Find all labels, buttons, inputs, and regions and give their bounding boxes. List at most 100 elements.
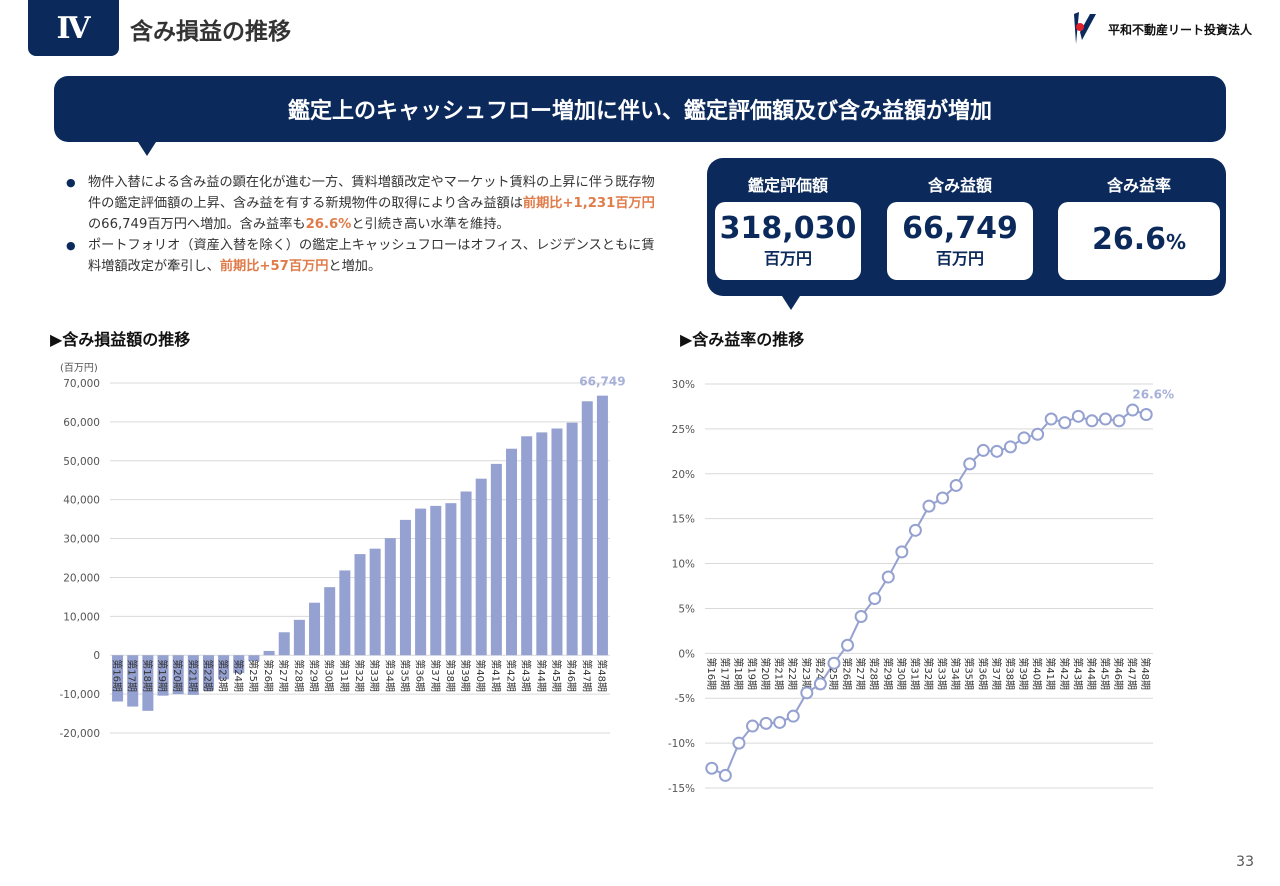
x-tick-label: 第17期 xyxy=(718,657,731,690)
y-tick-label: 10,000 xyxy=(63,611,100,623)
y-tick-label: 60,000 xyxy=(63,417,100,429)
bar xyxy=(521,436,533,656)
x-tick-label: 第24期 xyxy=(232,659,245,692)
x-tick-label: 第45期 xyxy=(1098,657,1111,690)
x-tick-label: 第31期 xyxy=(338,659,351,692)
data-point xyxy=(854,610,868,624)
bar xyxy=(596,395,608,656)
x-tick-label: 第42期 xyxy=(1058,657,1071,690)
y-tick-label: 15% xyxy=(672,514,695,526)
y-tick-label: 5% xyxy=(678,603,695,615)
x-tick-label: 第20期 xyxy=(171,659,184,692)
data-point xyxy=(746,719,760,733)
highlight-text: 26.6% xyxy=(305,217,352,232)
y-tick-label: 0% xyxy=(678,648,695,660)
x-tick-label: 第33期 xyxy=(368,659,381,692)
x-tick-label: 第43期 xyxy=(1071,657,1084,690)
x-tick-label: 第41期 xyxy=(489,659,502,692)
bar xyxy=(263,650,275,656)
data-point xyxy=(868,592,882,606)
kpi-unrealized-gain: 含み益額 66,749 百万円 xyxy=(887,172,1033,280)
x-tick-label: 第46期 xyxy=(1112,657,1125,690)
kpi-unit: % xyxy=(1165,230,1187,254)
x-tick-label: 第16期 xyxy=(111,659,124,692)
x-tick-label: 第23期 xyxy=(217,659,230,692)
data-point xyxy=(1126,403,1140,417)
y-tick-label: 70,000 xyxy=(63,378,100,390)
kpi-unit: 百万円 xyxy=(935,249,984,268)
x-tick-label: 第17期 xyxy=(126,659,139,692)
x-tick-label: 第45期 xyxy=(550,659,563,692)
bar xyxy=(506,448,518,656)
x-tick-label: 第21期 xyxy=(773,657,786,690)
company-name: 平和不動産リート投資法人 xyxy=(1108,22,1253,37)
unrealized-gain-rate-line-chart: -15%-10%-5%0%5%10%15%20%25%30%第16期 第17期 第1… xyxy=(668,379,1174,795)
bar xyxy=(324,587,336,656)
company-logo: 平和不動産リート投資法人 xyxy=(1070,10,1252,48)
data-point xyxy=(963,457,977,471)
x-tick-label: 第32期 xyxy=(922,657,935,690)
bar xyxy=(218,655,230,680)
bar-chart-title: ▶含み損益額の推移 xyxy=(50,330,191,349)
kpi-value: 26.6 xyxy=(1091,222,1166,257)
bar xyxy=(566,422,578,656)
x-tick-label: 第39期 xyxy=(459,659,472,692)
data-point xyxy=(881,570,895,584)
bar xyxy=(415,508,427,656)
x-tick-label: 第18期 xyxy=(732,657,745,690)
y-tick-label: 30% xyxy=(672,379,695,391)
kpi-value: 66,749 xyxy=(902,211,1018,246)
bullet-text: 物件入替による含み益の顕在化が進む一方、賃料増額改定やマーケット賃料の上昇に伴う… xyxy=(88,175,655,211)
kpi-pointer xyxy=(782,296,800,310)
x-tick-label: 第31期 xyxy=(908,657,921,690)
x-tick-label: 第26期 xyxy=(262,659,275,692)
x-tick-label: 第30期 xyxy=(895,657,908,690)
data-point xyxy=(1031,427,1045,441)
bullet-text: と引続き高い水準を維持。 xyxy=(351,217,510,232)
bar xyxy=(157,655,169,696)
x-tick-label: 第44期 xyxy=(535,659,548,692)
kpi-unrealized-gain-rate: 含み益率 26.6% xyxy=(1058,172,1220,280)
x-tick-label: 第28期 xyxy=(868,657,881,690)
x-tick-label: 第40期 xyxy=(474,659,487,692)
unrealized-gain-bar-chart: -20,000 -10,000 0 10,000 20,000 30,000 40,000 5… xyxy=(59,362,625,740)
x-tick-label: 第36期 xyxy=(976,657,989,690)
x-tick-label: 第47期 xyxy=(580,659,593,692)
x-tick-label: 第20期 xyxy=(759,657,772,690)
highlight-text: 前期比+1,231百万円 xyxy=(522,196,655,211)
data-point xyxy=(813,677,827,691)
x-tick-label: 第47期 xyxy=(1126,657,1139,690)
y-tick-label: 0 xyxy=(93,650,100,662)
x-tick-label: 第48期 xyxy=(595,659,608,692)
x-tick-label: 第26期 xyxy=(841,657,854,690)
x-tick-label: 第35期 xyxy=(963,657,976,690)
x-tick-label: 第18期 xyxy=(141,659,154,692)
data-point xyxy=(976,443,990,457)
data-point xyxy=(1003,440,1017,454)
x-tick-label: 第41期 xyxy=(1044,657,1057,690)
y-tick-label: 30,000 xyxy=(63,534,100,546)
x-tick-label: 第27期 xyxy=(277,659,290,692)
y-tick-label: -5% xyxy=(675,693,695,705)
x-tick-label: 第48期 xyxy=(1139,657,1152,690)
bar xyxy=(475,478,487,656)
kpi-unit: 百万円 xyxy=(763,249,812,268)
bar xyxy=(490,463,502,656)
x-tick-label: 第32期 xyxy=(353,659,366,692)
data-point xyxy=(827,656,841,670)
headline-text: 鑑定上のキャッシュフロー増加に伴い、鑑定評価額及び含み益額が増加 xyxy=(287,99,992,124)
data-point xyxy=(800,686,814,700)
data-point xyxy=(936,491,950,505)
headline-banner: 鑑定上のキャッシュフロー増加に伴い、鑑定評価額及び含み益額が増加 xyxy=(54,76,1226,142)
data-label: 66,749 xyxy=(579,375,625,389)
y-tick-label: -20,000 xyxy=(59,728,100,740)
bullet-text: と増加。 xyxy=(328,259,382,274)
kpi-panel: 鑑定評価額 318,030 百万円 含み益額 66,749 百万円 含み益率 26.… xyxy=(707,158,1226,296)
data-point xyxy=(1044,412,1058,426)
x-tick-label: 第37期 xyxy=(429,659,442,692)
x-tick-label: 第38期 xyxy=(444,659,457,692)
x-tick-label: 第22期 xyxy=(201,659,214,692)
x-tick-label: 第37期 xyxy=(990,657,1003,690)
bullet-item: ポートフォリオ（資産入替を除く）の鑑定上キャッシュフローはオフィス、レジデンスと… xyxy=(66,235,666,277)
kpi-value: 318,030 xyxy=(719,211,857,246)
